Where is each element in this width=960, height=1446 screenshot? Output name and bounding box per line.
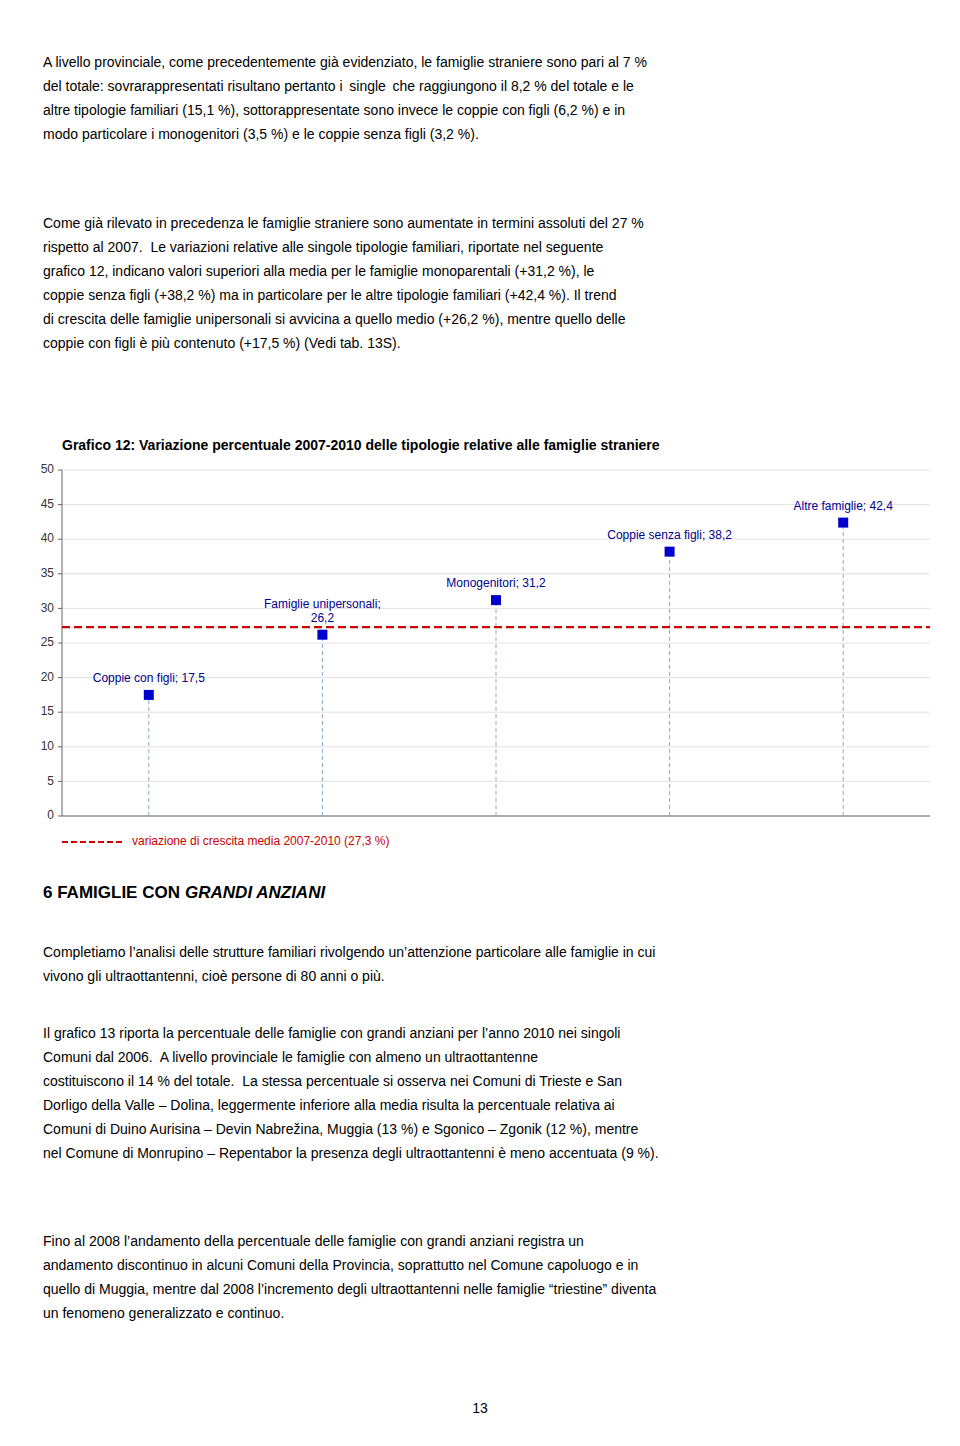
y-tick-label: 20 bbox=[41, 670, 55, 684]
grid-line bbox=[62, 643, 930, 644]
data-label: Coppie con figli; 17,5 bbox=[93, 671, 205, 685]
y-tick-label: 35 bbox=[41, 566, 55, 580]
axes: 0 5 10 15 20 25 30 35 40 45 50 bbox=[41, 462, 930, 822]
legend-label: variazione di crescita media 2007-2010 (… bbox=[132, 834, 389, 848]
section-heading: 6 FAMIGLIE CON GRANDI ANZIANI bbox=[43, 883, 325, 903]
drop-line bbox=[322, 635, 323, 816]
y-tick bbox=[58, 816, 62, 817]
data-label: Coppie senza figli; 38,2 bbox=[607, 528, 732, 542]
y-tick-label: 40 bbox=[41, 531, 55, 545]
legend: variazione di crescita media 2007-2010 (… bbox=[62, 834, 389, 848]
grid-line bbox=[62, 781, 930, 782]
plot-marks bbox=[62, 518, 930, 816]
data-label: Famiglie unipersonali;26,2 bbox=[264, 597, 381, 625]
data-label: Monogenitori; 31,2 bbox=[446, 576, 546, 590]
data-point bbox=[665, 547, 675, 557]
data-label-line: Monogenitori; 31,2 bbox=[446, 576, 546, 590]
grid-line bbox=[62, 573, 930, 574]
reference-line bbox=[62, 626, 930, 628]
drop-line bbox=[496, 600, 497, 816]
data-label-line: Coppie con figli; 17,5 bbox=[93, 671, 205, 685]
y-tick-label: 45 bbox=[41, 497, 55, 511]
page-number: 13 bbox=[0, 1400, 960, 1416]
y-tick-label: 30 bbox=[41, 601, 55, 615]
y-tick bbox=[58, 470, 62, 471]
y-tick-label: 50 bbox=[41, 462, 55, 476]
drop-line bbox=[843, 523, 844, 816]
grid bbox=[62, 470, 930, 816]
drop-line bbox=[669, 552, 670, 816]
y-tick-label: 5 bbox=[47, 774, 54, 788]
legend-swatch bbox=[62, 841, 122, 843]
data-point bbox=[317, 630, 327, 640]
paragraph: Fino al 2008 l’andamento della percentua… bbox=[43, 1229, 656, 1325]
data-label-line: Famiglie unipersonali; bbox=[264, 597, 381, 611]
data-point bbox=[838, 518, 848, 528]
chart: Grafico 12: Variazione percentuale 2007-… bbox=[0, 430, 960, 860]
y-tick bbox=[58, 608, 62, 609]
heading-text-italic: GRANDI ANZIANI bbox=[185, 883, 325, 902]
paragraph: Come già rilevato in precedenza le famig… bbox=[43, 211, 644, 355]
grid-line bbox=[62, 470, 930, 471]
paragraph: Il grafico 13 riporta la percentuale del… bbox=[43, 1021, 659, 1165]
y-tick bbox=[58, 781, 62, 782]
drop-line bbox=[148, 695, 149, 816]
paragraph: A livello provinciale, come precedenteme… bbox=[43, 50, 647, 146]
data-point bbox=[491, 595, 501, 605]
chart-title: Grafico 12: Variazione percentuale 2007-… bbox=[62, 437, 660, 453]
grid-line bbox=[62, 539, 930, 540]
y-tick bbox=[58, 504, 62, 505]
y-tick-label: 0 bbox=[47, 808, 54, 822]
y-tick bbox=[58, 746, 62, 747]
y-tick bbox=[58, 712, 62, 713]
y-tick-label: 25 bbox=[41, 635, 55, 649]
y-tick bbox=[58, 677, 62, 678]
data-label-line: Altre famiglie; 42,4 bbox=[794, 499, 894, 513]
data-label: Altre famiglie; 42,4 bbox=[794, 499, 894, 513]
grid-line bbox=[62, 608, 930, 609]
y-tick-label: 15 bbox=[41, 704, 55, 718]
data-point bbox=[144, 690, 154, 700]
paragraph: Completiamo l’analisi delle strutture fa… bbox=[43, 940, 655, 988]
data-label-line: Coppie senza figli; 38,2 bbox=[607, 528, 732, 542]
grid-line bbox=[62, 712, 930, 713]
grid-line bbox=[62, 746, 930, 747]
y-tick-label: 10 bbox=[41, 739, 55, 753]
heading-text: 6 FAMIGLIE CON bbox=[43, 883, 180, 902]
data-label-line: 26,2 bbox=[311, 611, 335, 625]
y-tick bbox=[58, 539, 62, 540]
data-labels: Coppie con figli; 17,5 Famiglie uniperson… bbox=[93, 499, 893, 685]
y-tick bbox=[58, 573, 62, 574]
y-tick bbox=[58, 643, 62, 644]
